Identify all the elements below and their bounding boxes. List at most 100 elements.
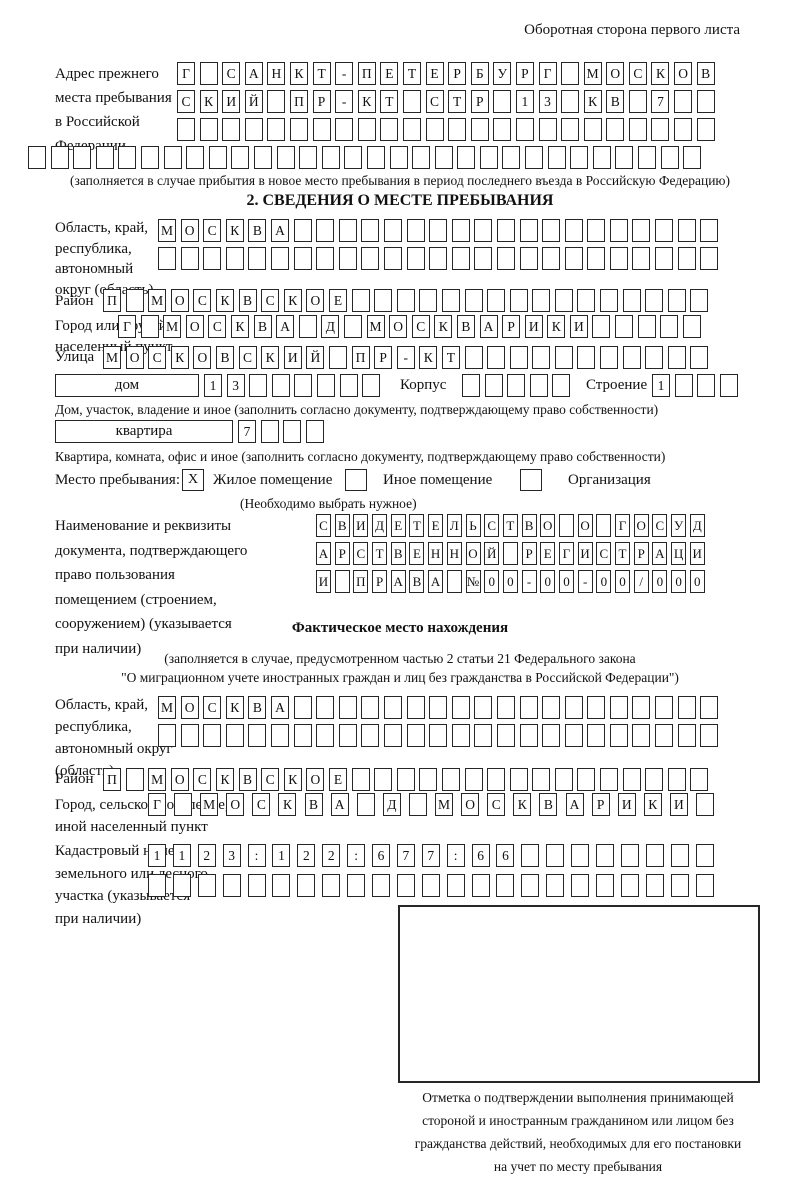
- form-cell[interactable]: [637, 315, 656, 338]
- form-cell[interactable]: М: [103, 346, 121, 369]
- form-cell[interactable]: К: [225, 696, 244, 719]
- form-cell[interactable]: В: [606, 90, 625, 113]
- form-cell[interactable]: [148, 874, 166, 897]
- form-cell[interactable]: [271, 374, 290, 397]
- form-cell[interactable]: 1: [515, 90, 534, 113]
- form-cell[interactable]: [558, 514, 574, 537]
- form-cell[interactable]: [225, 724, 244, 747]
- form-cell[interactable]: [305, 420, 324, 443]
- form-cell[interactable]: Г: [538, 62, 557, 85]
- form-cell[interactable]: 1: [204, 374, 222, 397]
- form-cell[interactable]: Й: [306, 346, 325, 369]
- form-cell[interactable]: [502, 146, 521, 169]
- form-cell[interactable]: [357, 118, 376, 141]
- form-cell[interactable]: Р: [448, 62, 467, 85]
- form-cell[interactable]: [203, 724, 222, 747]
- form-cell[interactable]: Т: [502, 514, 518, 537]
- form-cell[interactable]: С: [411, 315, 430, 338]
- form-cell[interactable]: Д: [382, 793, 401, 816]
- form-cell[interactable]: Г: [558, 542, 574, 565]
- form-cell[interactable]: [356, 793, 375, 816]
- form-cell[interactable]: [487, 346, 506, 369]
- form-cell[interactable]: [421, 874, 440, 897]
- form-cell[interactable]: М: [200, 793, 219, 816]
- form-cell[interactable]: [451, 219, 470, 242]
- form-cell[interactable]: [316, 247, 335, 270]
- form-cell[interactable]: 0: [540, 570, 556, 593]
- form-cell[interactable]: [496, 219, 515, 242]
- form-cell[interactable]: У: [493, 62, 512, 85]
- form-cell[interactable]: [451, 696, 470, 719]
- form-cell[interactable]: [474, 724, 493, 747]
- form-cell[interactable]: О: [461, 793, 480, 816]
- form-cell[interactable]: [396, 289, 415, 312]
- form-cell[interactable]: [343, 315, 362, 338]
- form-cell[interactable]: [316, 219, 335, 242]
- form-cell[interactable]: [700, 724, 719, 747]
- form-cell[interactable]: [351, 289, 370, 312]
- form-cell[interactable]: 3: [226, 374, 245, 397]
- form-cell[interactable]: С: [261, 768, 280, 791]
- form-cell[interactable]: [561, 62, 580, 85]
- form-cell[interactable]: 7: [421, 844, 440, 867]
- form-cell[interactable]: [606, 118, 625, 141]
- form-cell[interactable]: Е: [390, 514, 406, 537]
- form-cell[interactable]: [429, 219, 448, 242]
- form-cell[interactable]: О: [389, 315, 408, 338]
- form-cell[interactable]: [525, 146, 544, 169]
- form-cell[interactable]: [628, 118, 647, 141]
- form-cell[interactable]: №: [465, 570, 481, 593]
- form-cell[interactable]: А: [479, 315, 498, 338]
- form-cell[interactable]: Е: [328, 768, 347, 791]
- form-cell[interactable]: О: [170, 289, 189, 312]
- form-cell[interactable]: :: [347, 844, 366, 867]
- form-cell[interactable]: [471, 874, 490, 897]
- form-cell[interactable]: [542, 724, 561, 747]
- form-cell[interactable]: К: [651, 62, 670, 85]
- form-cell[interactable]: [696, 118, 715, 141]
- form-cell[interactable]: В: [409, 570, 425, 593]
- form-cell[interactable]: К: [643, 793, 662, 816]
- form-cell[interactable]: [464, 346, 483, 369]
- form-cell[interactable]: [464, 289, 483, 312]
- form-cell[interactable]: [334, 570, 350, 593]
- form-cell[interactable]: [632, 219, 651, 242]
- form-cell[interactable]: Р: [502, 315, 521, 338]
- form-cell[interactable]: А: [565, 793, 584, 816]
- form-cell[interactable]: В: [238, 768, 257, 791]
- form-cell[interactable]: [532, 289, 551, 312]
- form-cell[interactable]: [293, 696, 312, 719]
- form-cell[interactable]: [396, 768, 415, 791]
- form-cell[interactable]: [546, 874, 565, 897]
- form-cell[interactable]: Р: [334, 542, 350, 565]
- form-cell[interactable]: [95, 146, 114, 169]
- form-cell[interactable]: [316, 724, 335, 747]
- form-cell[interactable]: [419, 289, 438, 312]
- form-cell[interactable]: [457, 146, 476, 169]
- form-cell[interactable]: [297, 874, 316, 897]
- form-cell[interactable]: [564, 696, 583, 719]
- form-cell[interactable]: У: [671, 514, 687, 537]
- form-cell[interactable]: А: [270, 696, 289, 719]
- form-cell[interactable]: [293, 247, 312, 270]
- form-cell[interactable]: 6: [471, 844, 490, 867]
- form-cell[interactable]: [554, 346, 573, 369]
- form-cell[interactable]: [615, 315, 634, 338]
- form-cell[interactable]: [493, 118, 512, 141]
- form-cell[interactable]: 0: [502, 570, 518, 593]
- form-cell[interactable]: [199, 118, 218, 141]
- form-cell[interactable]: [335, 118, 354, 141]
- form-cell[interactable]: П: [103, 289, 121, 312]
- form-cell[interactable]: [158, 724, 176, 747]
- form-cell[interactable]: С: [203, 696, 222, 719]
- form-cell[interactable]: К: [230, 315, 249, 338]
- form-cell[interactable]: [519, 247, 538, 270]
- form-cell[interactable]: М: [158, 696, 176, 719]
- form-cell[interactable]: [383, 724, 402, 747]
- form-cell[interactable]: [140, 146, 159, 169]
- form-cell[interactable]: [554, 289, 573, 312]
- form-cell[interactable]: [380, 118, 399, 141]
- form-cell[interactable]: Е: [328, 289, 347, 312]
- form-cell[interactable]: 0: [689, 570, 705, 593]
- form-cell[interactable]: [667, 768, 686, 791]
